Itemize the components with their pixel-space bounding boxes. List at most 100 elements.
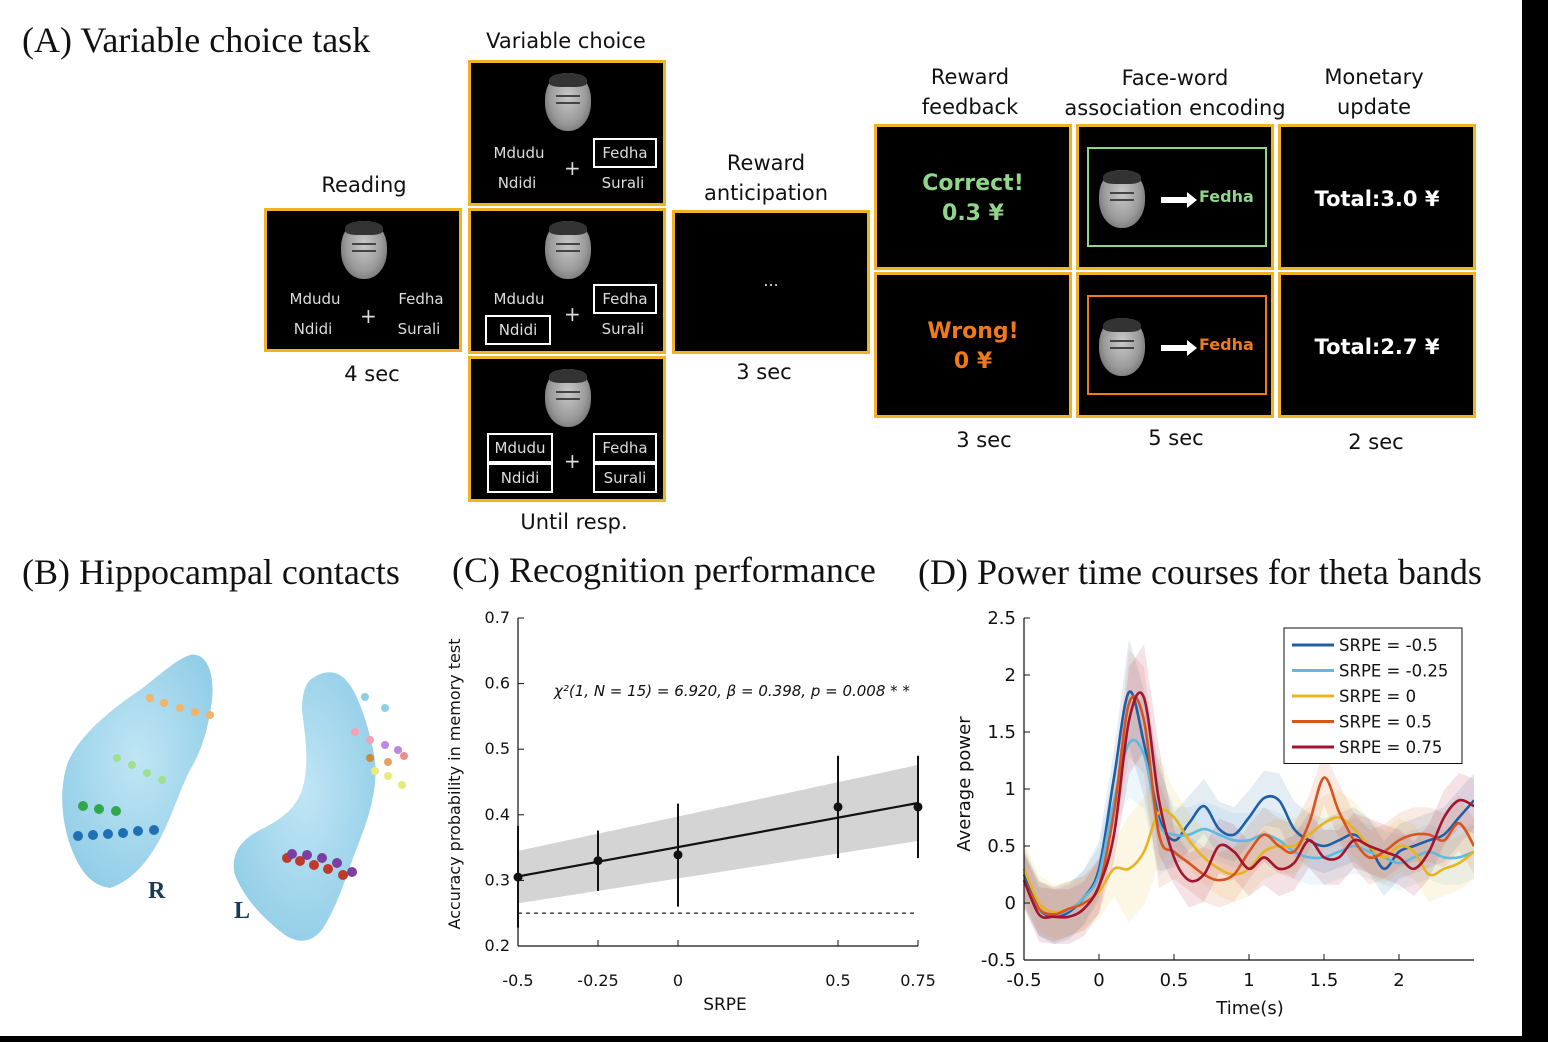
legend-entry: SRPE = -0.5	[1339, 636, 1438, 655]
contact-dot	[287, 849, 297, 859]
y-tick-label: -0.5	[981, 950, 1016, 971]
y-axis-label: Accuracy probability in memory test	[445, 639, 464, 930]
contact-dot	[309, 860, 319, 870]
reading-label: Reading	[321, 173, 407, 197]
anticipation-label: Reward anticipation	[703, 151, 829, 205]
contact-dot	[146, 694, 154, 702]
x-tick-label: -0.5	[1006, 970, 1041, 991]
data-point	[593, 856, 603, 866]
series-line	[1022, 691, 1475, 920]
contact-dot	[332, 858, 342, 868]
feedback-label: Reward feedback	[921, 65, 1019, 119]
data-point	[673, 850, 683, 860]
y-tick-label: 1	[1005, 779, 1016, 800]
word-fedha-selected: Fedha	[593, 433, 657, 463]
x-axis-label: SRPE	[703, 995, 747, 1015]
x-tick-label: -0.25	[577, 971, 618, 990]
face-image	[1099, 318, 1145, 376]
y-tick-label: 0.6	[485, 674, 510, 693]
panel-b-title: (B) Hippocampal contacts	[22, 552, 400, 592]
contact-dots	[73, 693, 408, 880]
word-mdudu: Mdudu	[493, 144, 545, 162]
wrong-text: Wrong!	[927, 319, 1019, 344]
data-marks	[513, 755, 923, 928]
word-ndidi: Ndidi	[293, 320, 333, 338]
face-image	[545, 221, 591, 279]
stats-annotation: χ²(1, N = 15) = 6.920, β = 0.398, p = 0.…	[553, 682, 910, 700]
x-tick-label: 0.75	[900, 971, 936, 990]
data-point	[913, 802, 923, 812]
contact-dot	[371, 767, 379, 775]
word-mdudu-selected: Mdudu	[487, 433, 553, 463]
y-tick-label: 0.5	[987, 836, 1016, 857]
face-image	[545, 369, 591, 427]
encoding-time: 5 sec	[1148, 426, 1204, 450]
wrong-amount: 0 ¥	[953, 349, 993, 374]
contact-dot	[398, 781, 406, 789]
x-tick-label: 0.5	[1160, 970, 1189, 991]
correct-text: Correct!	[922, 171, 1024, 196]
fixation-cross: +	[564, 156, 581, 180]
contact-dot	[338, 870, 348, 880]
confidence-band	[518, 764, 918, 904]
x-tick-label: 1	[1243, 970, 1254, 991]
anticipation-screen: ...	[672, 210, 870, 354]
choice-screen-3: Mdudu Fedha Ndidi Surali +	[468, 356, 666, 502]
contact-dot	[394, 746, 402, 754]
face-image	[341, 221, 387, 279]
y-axis-label: Average power	[954, 716, 975, 852]
face-image	[545, 73, 591, 131]
update-label: Monetary update	[1324, 65, 1424, 119]
contact-dot	[347, 867, 357, 877]
series-lines	[1022, 690, 1476, 920]
contact-dot	[302, 850, 312, 860]
encoding-frame-orange	[1087, 295, 1267, 395]
contact-dot	[295, 856, 305, 866]
contact-dot	[381, 704, 389, 712]
word-ndidi-selected: Ndidi	[485, 315, 551, 345]
y-tick-label: 0.7	[485, 608, 510, 627]
contact-dot	[351, 728, 359, 736]
x-tick-label: 2	[1393, 970, 1404, 991]
y-tick-label: 0.4	[485, 805, 510, 824]
feedback-wrong-screen: Wrong! 0 ¥	[874, 272, 1072, 418]
y-tick-label: 2	[1005, 665, 1016, 686]
reading-time: 4 sec	[344, 362, 400, 386]
contact-dot	[118, 828, 128, 838]
word-mdudu: Mdudu	[289, 290, 341, 308]
fit-confidence-band	[518, 764, 918, 904]
contact-dot	[206, 711, 214, 719]
word-fedha: Fedha	[398, 290, 444, 308]
y-tick-label: 0.5	[485, 739, 510, 758]
contact-dot	[78, 801, 88, 811]
panel-c-title: (C) Recognition performance	[452, 550, 876, 590]
panel-d-title: (D) Power time courses for theta bands	[918, 552, 1482, 592]
word-ndidi-selected: Ndidi	[487, 463, 553, 493]
contact-dot	[384, 758, 392, 766]
contact-dot	[366, 754, 374, 762]
choice-label: Variable choice	[486, 29, 646, 53]
encoding-wrong-screen: Fedha	[1076, 272, 1274, 418]
contact-dot	[191, 708, 199, 716]
data-point	[833, 802, 843, 812]
encoding-correct-screen: Fedha	[1076, 124, 1274, 270]
contact-dot	[400, 752, 408, 760]
choice-screen-2: Mdudu Fedha Ndidi Surali +	[468, 208, 666, 354]
contact-dot	[88, 830, 98, 840]
legend-entry: SRPE = 0.75	[1339, 738, 1442, 757]
left-hippocampus	[233, 672, 376, 941]
error-band	[1024, 649, 1474, 942]
y-tick-label: 0.2	[485, 936, 510, 955]
fixation-cross: +	[564, 302, 581, 326]
power-chart: -0.5 0 0.5 1 1.5 2 2.5 -0.5 0 0.5 1 1.5 2 SRPE = -0.…	[954, 596, 1520, 1026]
encoding-word-green: Fedha	[1199, 187, 1254, 206]
arrow-icon	[1161, 340, 1197, 356]
contact-dot	[323, 864, 333, 874]
fixation-cross: +	[564, 449, 581, 473]
contact-dot	[176, 704, 184, 712]
figure-canvas: (A) Variable choice task (B) Hippocampal…	[0, 0, 1522, 1036]
fit-line	[517, 801, 919, 878]
face-image	[1099, 170, 1145, 228]
right-hippocampus	[62, 654, 213, 888]
x-tick-label: 0	[673, 971, 683, 990]
